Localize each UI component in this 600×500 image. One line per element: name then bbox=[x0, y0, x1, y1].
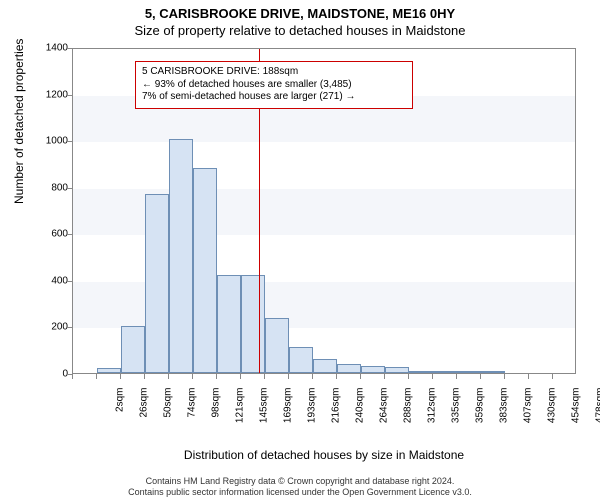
histogram-bar bbox=[145, 194, 169, 373]
x-tick-label: 121sqm bbox=[235, 388, 246, 438]
histogram-bar bbox=[169, 139, 193, 373]
x-tick-mark bbox=[552, 374, 553, 379]
x-tick-label: 240sqm bbox=[355, 388, 366, 438]
histogram-bar bbox=[337, 364, 361, 373]
histogram-bar bbox=[121, 326, 145, 373]
x-tick-mark bbox=[216, 374, 217, 379]
x-tick-mark bbox=[120, 374, 121, 379]
y-tick-label: 200 bbox=[40, 322, 68, 333]
histogram-bar bbox=[193, 168, 217, 373]
histogram-bar bbox=[265, 318, 289, 373]
y-tick-label: 1200 bbox=[40, 89, 68, 100]
y-axis-label: Number of detached properties bbox=[12, 39, 26, 204]
x-tick-label: 2sqm bbox=[115, 388, 126, 438]
x-tick-label: 264sqm bbox=[379, 388, 390, 438]
y-tick-label: 1000 bbox=[40, 136, 68, 147]
x-tick-label: 145sqm bbox=[259, 388, 270, 438]
x-tick-mark bbox=[408, 374, 409, 379]
x-tick-mark bbox=[456, 374, 457, 379]
x-tick-label: 335sqm bbox=[451, 388, 462, 438]
x-tick-label: 430sqm bbox=[547, 388, 558, 438]
address-line: 5, CARISBROOKE DRIVE, MAIDSTONE, ME16 0H… bbox=[0, 6, 600, 21]
x-tick-mark bbox=[480, 374, 481, 379]
y-tick-label: 800 bbox=[40, 182, 68, 193]
annotation-line: 5 CARISBROOKE DRIVE: 188sqm bbox=[142, 66, 406, 79]
x-tick-mark bbox=[528, 374, 529, 379]
annotation-line: ← 93% of detached houses are smaller (3,… bbox=[142, 79, 406, 92]
x-tick-label: 312sqm bbox=[427, 388, 438, 438]
plot-area: 5 CARISBROOKE DRIVE: 188sqm← 93% of deta… bbox=[72, 48, 576, 374]
x-tick-mark bbox=[192, 374, 193, 379]
annotation-line: 7% of semi-detached houses are larger (2… bbox=[142, 91, 406, 104]
x-tick-label: 359sqm bbox=[475, 388, 486, 438]
histogram-bar bbox=[433, 371, 457, 373]
x-tick-mark bbox=[264, 374, 265, 379]
histogram-bar bbox=[481, 371, 505, 373]
x-tick-label: 454sqm bbox=[571, 388, 582, 438]
x-tick-label: 74sqm bbox=[187, 388, 198, 438]
x-tick-mark bbox=[240, 374, 241, 379]
x-tick-mark bbox=[432, 374, 433, 379]
y-tick-label: 0 bbox=[40, 369, 68, 380]
y-tick-label: 400 bbox=[40, 275, 68, 286]
histogram-bar bbox=[97, 368, 121, 373]
histogram-bar bbox=[457, 371, 481, 373]
histogram-chart: Number of detached properties 0200400600… bbox=[46, 44, 582, 418]
x-tick-label: 288sqm bbox=[403, 388, 414, 438]
x-tick-mark bbox=[96, 374, 97, 379]
footer-attribution: Contains HM Land Registry data © Crown c… bbox=[0, 476, 600, 499]
footer-line-2: Contains public sector information licen… bbox=[0, 487, 600, 498]
histogram-bar bbox=[313, 359, 337, 373]
x-tick-mark bbox=[312, 374, 313, 379]
histogram-bar bbox=[289, 347, 313, 373]
footer-line-1: Contains HM Land Registry data © Crown c… bbox=[0, 476, 600, 487]
histogram-bar bbox=[217, 275, 241, 373]
x-tick-label: 98sqm bbox=[211, 388, 222, 438]
x-tick-label: 193sqm bbox=[307, 388, 318, 438]
y-tick-label: 600 bbox=[40, 229, 68, 240]
x-tick-label: 407sqm bbox=[523, 388, 534, 438]
histogram-bar bbox=[361, 366, 385, 373]
x-tick-label: 26sqm bbox=[139, 388, 150, 438]
x-tick-label: 383sqm bbox=[499, 388, 510, 438]
histogram-bar bbox=[385, 367, 409, 373]
x-tick-mark bbox=[504, 374, 505, 379]
x-tick-mark bbox=[72, 374, 73, 379]
x-tick-mark bbox=[360, 374, 361, 379]
x-axis-label: Distribution of detached houses by size … bbox=[72, 448, 576, 462]
x-tick-label: 216sqm bbox=[331, 388, 342, 438]
subtitle: Size of property relative to detached ho… bbox=[0, 23, 600, 38]
histogram-bar bbox=[409, 371, 433, 373]
y-tick-label: 1400 bbox=[40, 43, 68, 54]
x-tick-mark bbox=[384, 374, 385, 379]
annotation-box: 5 CARISBROOKE DRIVE: 188sqm← 93% of deta… bbox=[135, 61, 413, 109]
x-tick-label: 50sqm bbox=[163, 388, 174, 438]
x-tick-label: 478sqm bbox=[595, 388, 600, 438]
x-tick-mark bbox=[336, 374, 337, 379]
x-tick-label: 169sqm bbox=[283, 388, 294, 438]
histogram-bar bbox=[241, 275, 265, 373]
x-tick-mark bbox=[144, 374, 145, 379]
x-tick-mark bbox=[288, 374, 289, 379]
x-tick-mark bbox=[168, 374, 169, 379]
